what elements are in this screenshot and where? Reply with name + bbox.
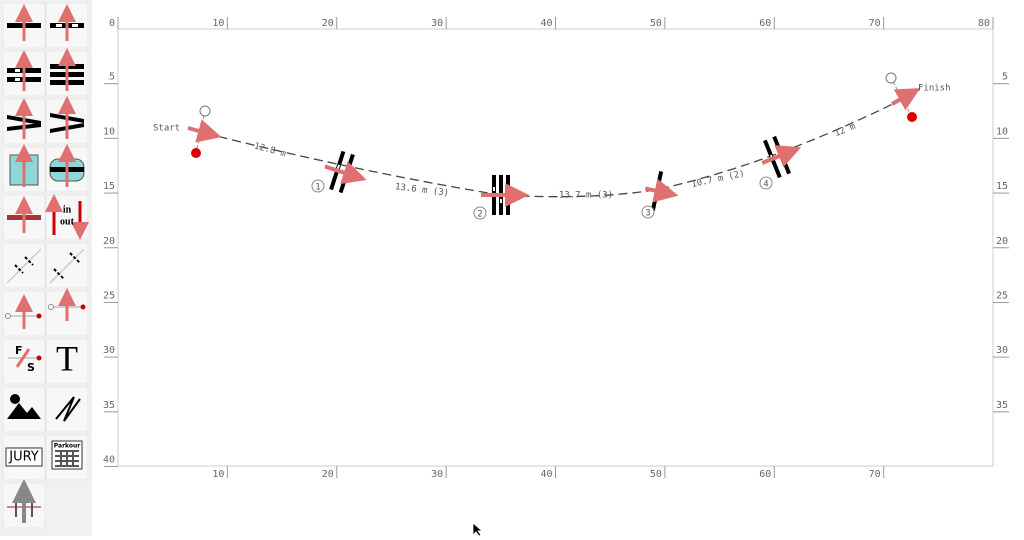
ruler-label: 10	[996, 126, 1008, 137]
distance-label: 13.7 m (3)	[559, 191, 613, 201]
toolbar-buttons: in out F S T JURY Parkour	[2, 2, 89, 529]
tool-freehand[interactable]	[45, 386, 89, 433]
obstacle-numbers	[311, 176, 773, 220]
ruler-label: 20	[103, 236, 115, 247]
ruler-label: 25	[103, 290, 115, 301]
finish-line[interactable]: Finish	[885, 72, 951, 122]
ruler-label: 30	[431, 18, 443, 29]
tool-image[interactable]	[2, 386, 46, 433]
ruler-label: 20	[322, 469, 334, 480]
obstacle-number: 3	[645, 209, 650, 219]
f-label: F	[15, 344, 23, 357]
ruler-label: 5	[1002, 72, 1008, 83]
tool-angled[interactable]	[2, 98, 46, 145]
ruler-label: 50	[650, 18, 662, 29]
ruler-label: 60	[759, 469, 771, 480]
ruler-label: 25	[996, 290, 1008, 301]
ruler-label: 40	[103, 455, 115, 466]
ruler-label: 20	[996, 236, 1008, 247]
ruler-label: 30	[103, 345, 115, 356]
in-label: in	[63, 204, 72, 215]
out-label: out	[60, 216, 75, 227]
ruler-label: 10	[212, 469, 224, 480]
tool-vertical[interactable]	[2, 2, 46, 49]
ruler-label: 0	[109, 18, 115, 29]
obstacle[interactable]	[641, 169, 679, 213]
ruler-label: 20	[322, 18, 334, 29]
tool-start-finish[interactable]: F S	[2, 338, 46, 385]
tool-oxer[interactable]	[2, 50, 46, 97]
obstacle[interactable]	[755, 133, 802, 181]
ruler-label: 30	[431, 469, 443, 480]
ruler-label: 5	[109, 72, 115, 83]
tool-combination[interactable]	[2, 479, 46, 529]
ruler-label: 30	[996, 345, 1008, 356]
obstacle-number: 2	[477, 210, 482, 220]
tool-start[interactable]	[2, 290, 46, 337]
tool-angled-2[interactable]	[45, 96, 89, 145]
s-label: S	[27, 361, 35, 374]
tool-parkour[interactable]: Parkour	[45, 434, 89, 481]
ruler-label: 80	[978, 18, 990, 29]
tool-wall[interactable]	[2, 194, 46, 241]
tool-line[interactable]	[2, 242, 46, 289]
obstacle[interactable]	[319, 147, 367, 195]
ruler-label: 10	[212, 18, 224, 29]
ruler-label: 70	[869, 469, 881, 480]
start-line[interactable]: Start	[153, 105, 222, 158]
finish-label: Finish	[918, 84, 951, 94]
ruler-label: 35	[996, 400, 1008, 411]
ruler-label: 40	[540, 18, 552, 29]
obstacle-number: 4	[763, 180, 768, 190]
ruler-label: 60	[759, 18, 771, 29]
tool-finish[interactable]	[45, 288, 89, 337]
ruler-label: 50	[650, 469, 662, 480]
tool-liverpool[interactable]	[45, 144, 89, 193]
obstacle-number: 1	[315, 183, 320, 193]
tool-triple[interactable]	[45, 48, 89, 97]
ruler-label: 70	[869, 18, 881, 29]
ruler-label: 15	[996, 181, 1008, 192]
tool-jury[interactable]: JURY	[2, 434, 46, 481]
t-label: T	[56, 338, 78, 378]
ruler-label: 35	[103, 400, 115, 411]
obstacle[interactable]	[481, 175, 529, 215]
tool-water[interactable]	[2, 144, 46, 193]
tool-line-2[interactable]	[45, 242, 89, 289]
tool-text[interactable]: T	[45, 338, 89, 385]
tool-vertical-striped[interactable]	[45, 2, 89, 49]
parkour-label: Parkour	[54, 443, 80, 450]
ruler-label: 15	[103, 181, 115, 192]
tool-in-out[interactable]: in out	[45, 194, 89, 241]
start-label: Start	[153, 124, 180, 134]
mouse-cursor	[472, 522, 484, 537]
ruler-label: 10	[103, 126, 115, 137]
field[interactable]	[117, 28, 994, 467]
ruler-label: 40	[540, 469, 552, 480]
jury-label: JURY	[8, 450, 39, 465]
